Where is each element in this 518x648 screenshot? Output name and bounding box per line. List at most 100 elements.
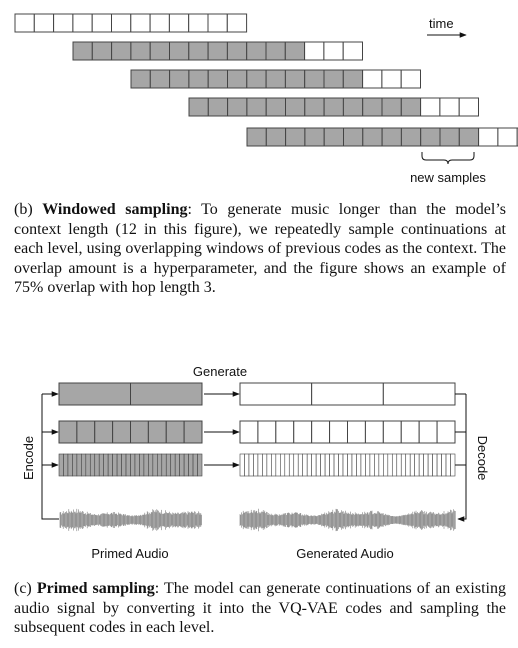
primed-code-cell bbox=[116, 453, 122, 477]
generated-code-cell bbox=[329, 420, 349, 444]
context-code-cell bbox=[169, 41, 190, 61]
new-samples-brace bbox=[421, 152, 475, 165]
generated-code-cell bbox=[329, 453, 335, 477]
generated-code-cell bbox=[253, 453, 259, 477]
sample-code-cell bbox=[362, 69, 383, 89]
sample-code-cell bbox=[342, 41, 364, 61]
context-code-cell bbox=[362, 127, 383, 147]
caption-b-prefix: (b) bbox=[14, 201, 43, 218]
primed-code-cell bbox=[161, 453, 167, 477]
sample-code-cell bbox=[207, 13, 228, 33]
generated-code-cell bbox=[262, 453, 268, 477]
sample-code-cell bbox=[458, 97, 480, 117]
primed-code-cell bbox=[143, 453, 149, 477]
generated-code-cell bbox=[280, 453, 286, 477]
context-code-cell bbox=[342, 97, 364, 117]
encode-label: Encode bbox=[21, 436, 36, 480]
context-code-cell bbox=[439, 127, 460, 147]
context-code-cell bbox=[227, 69, 248, 89]
context-code-cell bbox=[207, 69, 228, 89]
sample-code-cell bbox=[226, 13, 248, 33]
caption-c-text: : The model can generate continuations o… bbox=[14, 580, 506, 636]
context-code-cell bbox=[265, 97, 287, 117]
primed-code-cell bbox=[174, 453, 180, 477]
context-code-cell bbox=[323, 97, 344, 117]
new-samples-label: new samples bbox=[410, 170, 486, 185]
generated-code-cell bbox=[360, 453, 366, 477]
primed-code-cell bbox=[125, 453, 131, 477]
context-code-cell bbox=[381, 97, 402, 117]
generated-code-cell bbox=[418, 420, 438, 444]
generated-code-cell bbox=[364, 420, 384, 444]
generated-code-cell bbox=[351, 453, 357, 477]
decode-path bbox=[457, 394, 467, 522]
context-code-cell bbox=[400, 97, 422, 117]
context-code-cell bbox=[265, 41, 286, 61]
context-code-cell bbox=[130, 69, 151, 89]
sample-code-cell bbox=[130, 13, 151, 33]
primed-code-cell bbox=[89, 453, 96, 477]
generated-code-cell bbox=[275, 420, 295, 444]
context-code-cell bbox=[130, 41, 151, 61]
primed-code-cell bbox=[67, 453, 73, 477]
encode-path bbox=[41, 394, 59, 520]
primed-code-cell bbox=[76, 453, 82, 477]
generated-code-cell bbox=[347, 453, 353, 477]
sample-code-cell bbox=[478, 127, 499, 147]
generated-code-cell bbox=[239, 453, 245, 477]
generated-code-cell bbox=[248, 453, 254, 477]
context-code-cell bbox=[284, 69, 306, 89]
sample-code-cell bbox=[14, 13, 35, 33]
primed-code-cell bbox=[130, 382, 203, 406]
context-code-cell bbox=[285, 127, 306, 147]
generated-code-cell bbox=[311, 420, 331, 444]
generated-code-cell bbox=[400, 420, 420, 444]
context-code-cell bbox=[362, 97, 383, 117]
context-code-cell bbox=[285, 97, 306, 117]
context-code-cell bbox=[304, 127, 325, 147]
context-code-cell bbox=[420, 127, 441, 147]
generated-code-cell bbox=[297, 453, 304, 477]
primed-code-cell bbox=[76, 420, 96, 444]
context-code-cell bbox=[246, 69, 267, 89]
generated-code-cell bbox=[271, 453, 277, 477]
generated-code-cell bbox=[436, 453, 442, 477]
primed-code-cell bbox=[121, 453, 127, 477]
caption-c-title: Primed sampling bbox=[36, 580, 155, 597]
primed-code-cell bbox=[165, 420, 185, 444]
context-code-cell bbox=[207, 41, 228, 61]
context-code-cell bbox=[226, 41, 248, 61]
generated-code-cell bbox=[244, 453, 250, 477]
context-code-cell bbox=[323, 127, 345, 147]
sample-code-cell bbox=[497, 127, 518, 147]
generated-code-cell bbox=[391, 453, 398, 477]
primed-code-cell bbox=[130, 420, 149, 444]
primed-code-cell bbox=[147, 420, 167, 444]
sample-code-cell bbox=[188, 13, 209, 33]
context-code-cell bbox=[246, 41, 267, 61]
generated-code-cell bbox=[302, 453, 308, 477]
time-label: time bbox=[429, 16, 454, 31]
generated-code-cell bbox=[324, 453, 330, 477]
primed-audio-label: Primed Audio bbox=[91, 546, 168, 561]
sample-code-cell bbox=[72, 13, 93, 33]
primed-code-cell bbox=[112, 420, 131, 444]
context-code-cell bbox=[188, 69, 209, 89]
generated-code-cell bbox=[333, 453, 339, 477]
generated-code-cell bbox=[432, 453, 438, 477]
caption-b-title: Windowed sampling bbox=[42, 201, 188, 218]
primed-sampling-diagram bbox=[41, 382, 467, 532]
generated-code-cell bbox=[356, 453, 362, 477]
sample-code-cell bbox=[33, 13, 55, 33]
primed-code-cell bbox=[112, 453, 118, 477]
primed-code-cell bbox=[98, 453, 104, 477]
generated-code-cell bbox=[382, 382, 456, 406]
generated-audio-label: Generated Audio bbox=[296, 546, 394, 561]
caption-primed-sampling: (c) Primed sampling: The model can gener… bbox=[14, 579, 506, 638]
generated-code-cell bbox=[414, 453, 420, 477]
sample-code-cell bbox=[149, 13, 170, 33]
primed-code-cell bbox=[134, 453, 140, 477]
generated-code-cell bbox=[387, 453, 393, 477]
context-code-cell bbox=[246, 97, 267, 117]
sample-code-cell bbox=[400, 69, 422, 89]
